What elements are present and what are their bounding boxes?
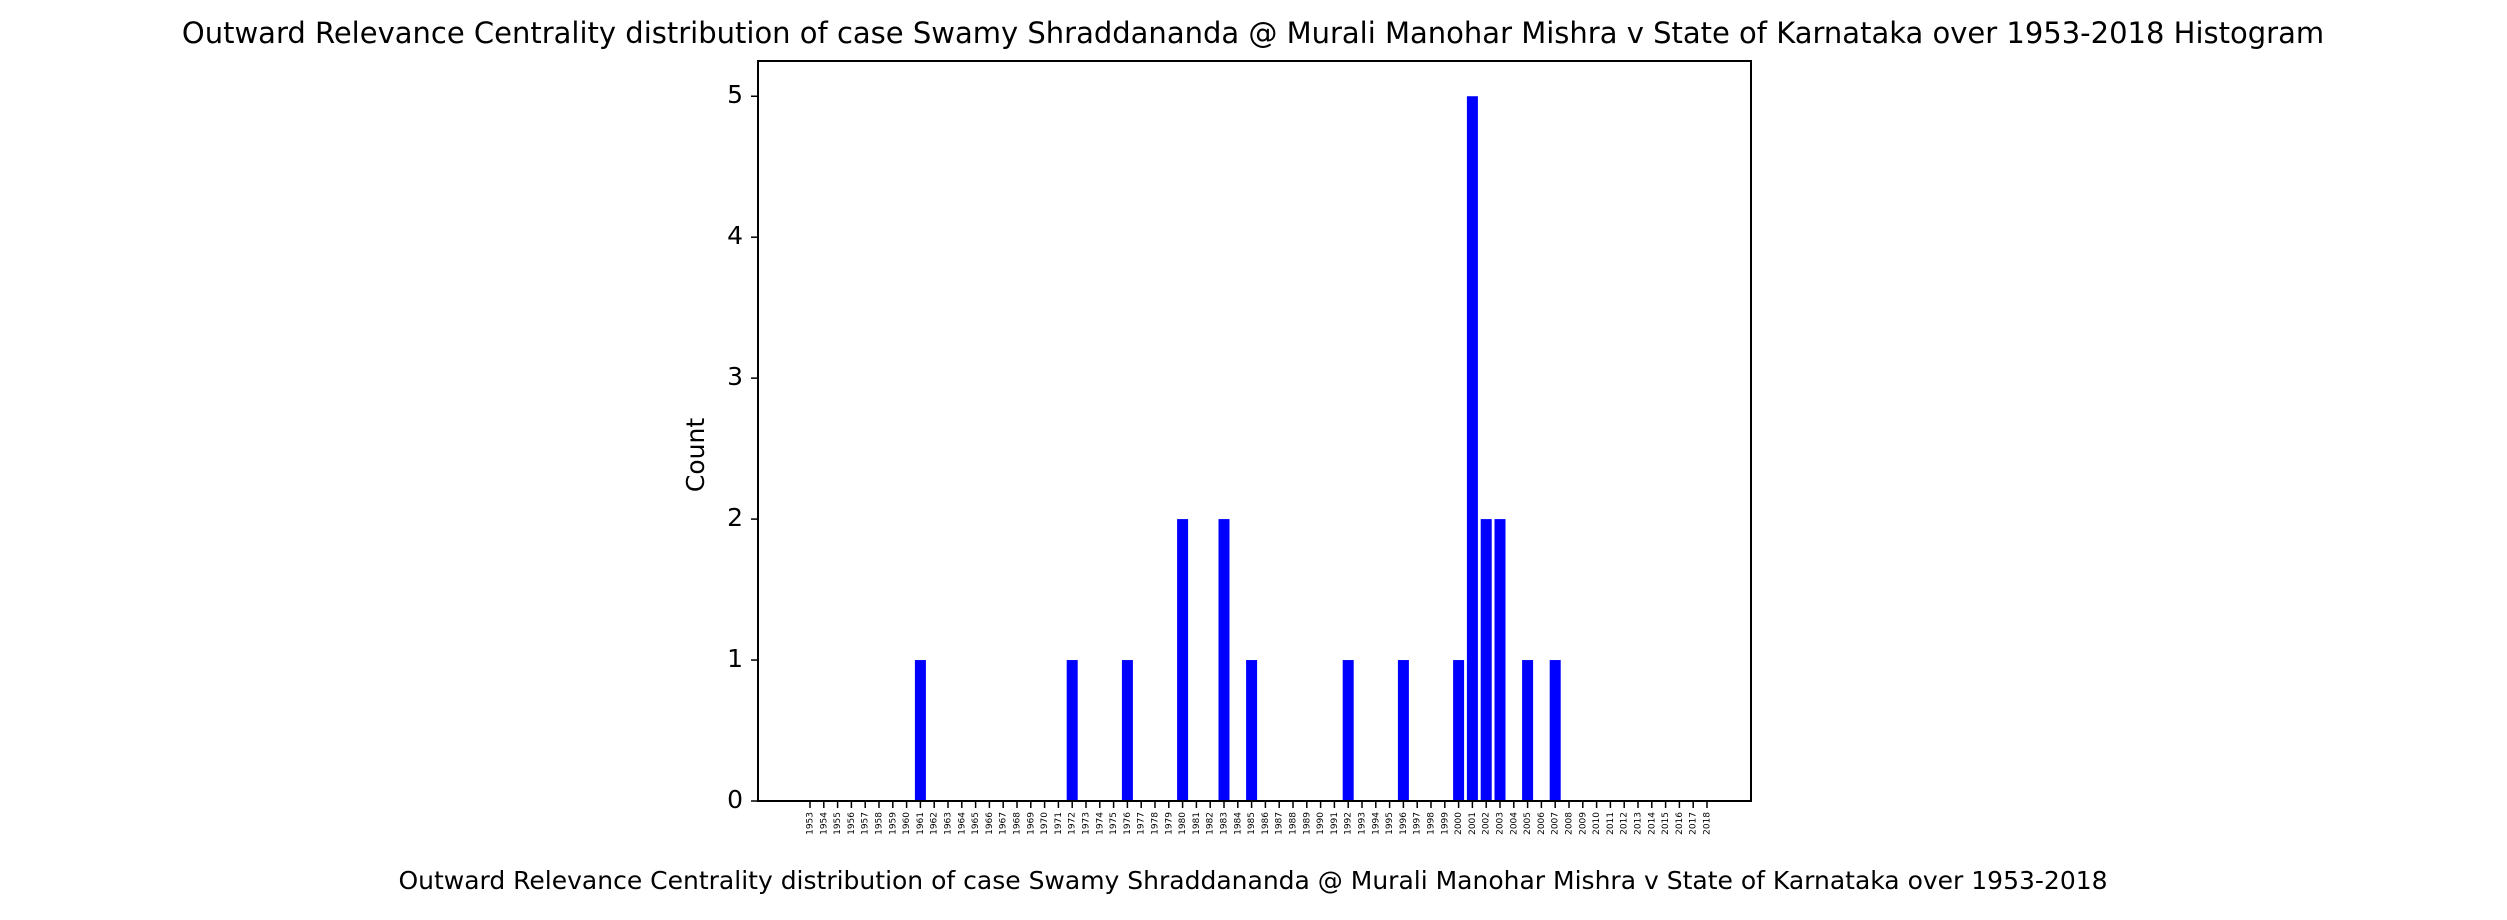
- x-tick-label: 2007: [1551, 812, 1561, 835]
- x-tick-label: 2013: [1634, 812, 1644, 835]
- x-tick-label: 2000: [1454, 812, 1464, 835]
- x-tick-label: 1994: [1371, 812, 1381, 835]
- x-tick-label: 2001: [1468, 812, 1478, 835]
- bar: [1397, 660, 1409, 801]
- bar: [1522, 660, 1534, 801]
- y-axis: 0 1 2 3 4 5: [727, 80, 758, 814]
- x-tick-label: 1990: [1316, 812, 1326, 835]
- x-tick-label: 1977: [1137, 812, 1147, 835]
- x-tick-label: 2014: [1647, 812, 1657, 835]
- x-tick-label: 1992: [1344, 812, 1354, 835]
- x-tick-label: 1962: [930, 812, 940, 835]
- x-tick-label: 1976: [1123, 812, 1133, 835]
- x-tick-label: 1966: [985, 812, 995, 835]
- x-tick-label: 1963: [944, 812, 954, 835]
- bars-layer: [914, 96, 1561, 801]
- x-tick-label: 1981: [1192, 812, 1202, 835]
- chart-title: Outward Relevance Centrality distributio…: [182, 16, 2324, 50]
- bar: [1218, 519, 1230, 801]
- x-tick-label: 2016: [1675, 812, 1685, 835]
- x-tick-label: 1982: [1206, 812, 1216, 835]
- x-tick-label: 1987: [1275, 812, 1285, 835]
- x-tick-label: 1999: [1440, 812, 1450, 835]
- x-tick-label: 1973: [1082, 812, 1092, 835]
- bar: [1549, 660, 1561, 801]
- x-tick-label: 1974: [1095, 812, 1105, 835]
- x-tick-label: 1958: [875, 812, 885, 835]
- x-tick-label: 1978: [1151, 812, 1161, 835]
- y-tick-label: 5: [727, 80, 743, 109]
- x-tick-label: 1957: [861, 812, 871, 835]
- x-tick-label: 1985: [1247, 812, 1257, 835]
- x-tick-label: 2018: [1703, 812, 1713, 835]
- x-tick-label: 1953: [806, 812, 816, 835]
- y-tick-label: 2: [727, 503, 743, 532]
- x-tick-label: 1979: [1164, 812, 1174, 835]
- x-tick-label: 1983: [1220, 812, 1230, 835]
- x-tick-label: 1970: [1040, 812, 1050, 835]
- bar: [1466, 96, 1478, 801]
- x-tick-label: 2009: [1578, 812, 1588, 835]
- x-axis-label: Outward Relevance Centrality distributio…: [398, 866, 2107, 895]
- x-tick-label: 1954: [819, 812, 829, 835]
- y-axis-label: Count: [681, 418, 710, 492]
- x-tick-label: 1969: [1026, 812, 1036, 835]
- x-tick-label: 2004: [1509, 812, 1519, 835]
- bar: [1177, 519, 1189, 801]
- x-tick-label: 1988: [1289, 812, 1299, 835]
- bar: [1246, 660, 1258, 801]
- x-tick-label: 1980: [1178, 812, 1188, 835]
- bar: [1121, 660, 1133, 801]
- x-tick-label: 1971: [1054, 812, 1064, 835]
- x-tick-label: 2008: [1565, 812, 1575, 835]
- x-tick-label: 1968: [1013, 812, 1023, 835]
- plot-frame: [757, 60, 1752, 802]
- x-tick-label: 1997: [1413, 812, 1423, 835]
- x-tick-label: 1984: [1233, 812, 1243, 835]
- x-tick-label: 1993: [1358, 812, 1368, 835]
- x-tick-label: 1961: [916, 812, 926, 835]
- y-tick-label: 3: [727, 362, 743, 391]
- x-tick-label: 1998: [1427, 812, 1437, 835]
- x-tick-label: 2010: [1592, 812, 1602, 835]
- bar: [1066, 660, 1078, 801]
- bar: [1480, 519, 1492, 801]
- y-tick-label: 1: [727, 644, 743, 673]
- x-tick-label: 1965: [971, 812, 981, 835]
- x-tick-label: 1996: [1399, 812, 1409, 835]
- x-tick-label: 1989: [1302, 812, 1312, 835]
- x-tick-label: 2002: [1482, 812, 1492, 835]
- x-tick-label: 2006: [1537, 812, 1547, 835]
- x-tick-label: 1960: [902, 812, 912, 835]
- x-tick-label: 1986: [1261, 812, 1271, 835]
- x-tick-label: 1972: [1068, 812, 1078, 835]
- bar: [1453, 660, 1465, 801]
- x-tick-label: 1956: [847, 812, 857, 835]
- x-tick-label: 2003: [1496, 812, 1506, 835]
- bar: [1494, 519, 1506, 801]
- x-tick-label: 1975: [1109, 812, 1119, 835]
- x-tick-label: 1967: [999, 812, 1009, 835]
- x-tick-label: 1995: [1385, 812, 1395, 835]
- x-axis: 1953 1954 1955 1956 1957 1958 1959 1960 1961 1962…: [806, 801, 1713, 835]
- x-tick-label: 2011: [1606, 812, 1616, 835]
- y-tick-label: 4: [727, 221, 743, 250]
- y-tick-label: 0: [727, 785, 743, 814]
- x-tick-label: 1964: [957, 812, 967, 835]
- bar: [914, 660, 926, 801]
- bar: [1342, 660, 1354, 801]
- x-tick-label: 1959: [888, 812, 898, 835]
- x-tick-label: 2005: [1523, 812, 1533, 835]
- x-tick-label: 1991: [1330, 812, 1340, 835]
- x-tick-label: 2015: [1661, 812, 1671, 835]
- x-tick-label: 2017: [1689, 812, 1699, 835]
- x-tick-label: 2012: [1620, 812, 1630, 835]
- x-tick-label: 1955: [833, 812, 843, 835]
